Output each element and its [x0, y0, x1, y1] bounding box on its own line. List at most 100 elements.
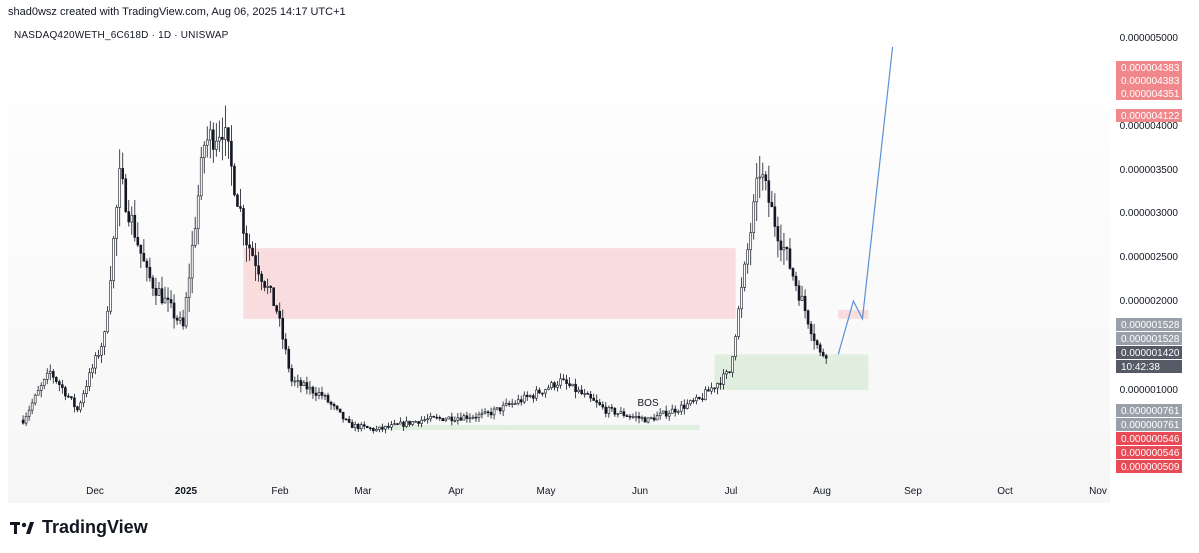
candle-body — [148, 267, 152, 279]
candle-body — [215, 140, 218, 150]
candle-body — [169, 299, 173, 304]
candle-body — [752, 201, 756, 233]
candle-body — [208, 129, 212, 141]
price-badge — [1116, 61, 1182, 74]
candle-body — [224, 127, 227, 140]
candle-body — [429, 416, 432, 420]
candle-body — [456, 417, 460, 421]
candle-body — [55, 377, 58, 382]
candle-body — [595, 400, 599, 403]
candle-body — [758, 176, 762, 179]
candle-body — [202, 144, 206, 158]
candle-body — [24, 416, 28, 424]
x-axis-tick: Nov — [1089, 486, 1107, 497]
candle-body — [583, 393, 586, 395]
candle-body — [405, 420, 408, 427]
chart-caption: shad0wsz created with TradingView.com, A… — [8, 6, 346, 18]
candle-body — [45, 372, 49, 380]
price-badge — [1116, 404, 1182, 417]
candle-body — [803, 295, 807, 312]
candle-body — [166, 297, 170, 300]
candle-body — [737, 308, 740, 337]
candle-body — [692, 400, 695, 402]
candle-body — [525, 394, 529, 397]
candle-body — [619, 411, 623, 414]
candle-body — [245, 233, 248, 246]
candle-body — [713, 387, 716, 390]
candle-body — [127, 211, 131, 223]
candle-body — [670, 408, 674, 414]
candle-body — [673, 408, 677, 413]
candle-body — [664, 410, 668, 417]
candle-body — [492, 408, 496, 416]
x-axis-tick: Dec — [86, 486, 104, 497]
candle-body — [396, 423, 399, 425]
candle-body — [58, 381, 61, 385]
candle-body — [504, 403, 508, 406]
candle-body — [193, 228, 197, 246]
x-axis-tick: Oct — [997, 486, 1013, 497]
candle-body — [139, 244, 143, 254]
candle-body — [199, 157, 203, 197]
candle-body — [390, 424, 393, 428]
y-axis-tick: 0.000003000 — [1120, 208, 1179, 219]
candle-body — [462, 415, 466, 421]
candle-body — [447, 416, 451, 420]
candle-body — [212, 129, 215, 150]
x-axis-tick: Aug — [813, 486, 831, 497]
candle-body — [622, 411, 626, 416]
price-badge-text: 0.000004383 — [1121, 63, 1180, 74]
y-axis-tick: 0.000001000 — [1120, 385, 1179, 396]
candle-body — [649, 417, 653, 420]
candle-body — [728, 371, 731, 373]
candle-body — [21, 419, 25, 424]
candle-body — [278, 310, 282, 319]
candle-body — [94, 355, 97, 369]
candle-body — [362, 424, 366, 427]
candle-body — [731, 356, 734, 373]
candle-body — [761, 174, 765, 178]
candle-body — [124, 178, 128, 212]
candle-body — [498, 407, 502, 412]
candle-body — [634, 416, 638, 418]
candle-body — [513, 403, 517, 405]
candle-body — [106, 310, 109, 333]
candle-body — [631, 416, 635, 418]
candle-body — [806, 310, 810, 325]
candle-body — [260, 273, 263, 282]
candle-body — [79, 402, 82, 411]
price-badge-text: 0.000000761 — [1121, 420, 1180, 431]
candle-body — [529, 395, 532, 397]
candle-body — [51, 371, 55, 378]
candle-body — [402, 421, 405, 427]
candle-body — [489, 411, 493, 416]
candle-body — [444, 418, 448, 422]
candle-body — [305, 382, 309, 390]
candle-body — [359, 424, 363, 430]
candle-body — [369, 427, 372, 430]
candle-body — [686, 403, 689, 409]
candle-body — [541, 392, 544, 395]
candle-body — [387, 425, 390, 428]
price-badge — [1116, 332, 1182, 345]
candle-body — [163, 297, 167, 304]
candle-body — [239, 206, 242, 209]
candle-body — [640, 417, 644, 419]
price-badge-text: 0.000004351 — [1121, 89, 1180, 100]
x-axis-tick: Jul — [725, 486, 738, 497]
candle-body — [743, 263, 746, 288]
candle-body — [613, 408, 617, 415]
price-badge — [1116, 446, 1182, 459]
candle-body — [218, 136, 221, 142]
candle-body — [553, 382, 556, 388]
candle-body — [233, 165, 236, 196]
candle-body — [722, 373, 725, 385]
price-badge — [1116, 74, 1182, 87]
candle-body — [70, 396, 73, 399]
candle-body — [544, 389, 547, 394]
candle-body — [42, 379, 46, 386]
candle-body — [755, 177, 759, 203]
candle-body — [335, 405, 339, 410]
candle-body — [749, 232, 753, 251]
